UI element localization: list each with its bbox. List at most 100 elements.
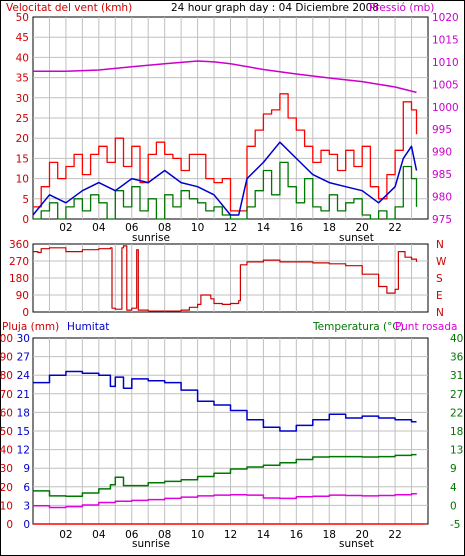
x-tick-label: 04 (92, 529, 106, 541)
rain-tick-label: 3 (23, 500, 30, 512)
wind-tick-label: 35 (16, 73, 29, 85)
humidity-temperature-panel: 1009080706050403020100 30272421181512963… (0, 333, 464, 550)
pressure-line (33, 60, 417, 94)
compass-tick-label: E (436, 290, 443, 302)
sunset-marker-bottom: sunset (339, 538, 374, 550)
humidity-tick-label: 0 (6, 519, 13, 531)
rain-tick-label: 0 (23, 519, 30, 531)
humidity-tick-label: 90 (0, 352, 13, 364)
temperature-tick-label: 9 (450, 463, 457, 475)
x-tick-label: 04 (92, 222, 106, 234)
sunset-marker-top: sunset (339, 232, 374, 244)
temperature-tick-label: 22 (450, 407, 463, 419)
wind-direction-line (33, 245, 418, 312)
dewpoint-line (33, 493, 418, 509)
pressure-tick-label: 1015 (432, 34, 459, 46)
humidity-tick-label: 30 (0, 463, 13, 475)
pressure-tick-label: 985 (432, 169, 452, 181)
wind-gust-line (33, 93, 418, 212)
compass-tick-label: S (436, 273, 443, 285)
temperature-tick-label: 40 (450, 333, 463, 345)
x-tick-label: 06 (125, 222, 139, 234)
direction-tick-label: 360 (9, 239, 29, 251)
wind-min-line (33, 161, 418, 220)
x-tick-label: 22 (388, 222, 401, 234)
rain-tick-label: 6 (23, 482, 30, 494)
pressure-tick-label: 975 (432, 214, 452, 226)
temperature-line (33, 453, 417, 498)
x-tick-label: 14 (257, 529, 271, 541)
temperature-tick-label: 0 (450, 500, 457, 512)
pressure-tick-label: 980 (432, 192, 452, 204)
temperature-tick-label: 31 (450, 370, 463, 382)
wind-axis-title: Velocitat del vent (kmh) (6, 2, 132, 14)
wind-tick-label: 50 (16, 12, 29, 24)
rain-tick-label: 15 (17, 426, 30, 438)
x-tick-label: 02 (59, 222, 72, 234)
rain-tick-label: 12 (17, 445, 30, 457)
wind-series (32, 60, 418, 220)
wind-tick-label: 10 (16, 174, 29, 186)
x-tick-label: 12 (224, 222, 237, 234)
humidity-series (33, 370, 425, 525)
wind-tick-label: 5 (22, 194, 29, 206)
direction-tick-label: 180 (9, 273, 29, 285)
x-tick-label: 02 (59, 529, 72, 541)
humidity-tick-label: 80 (0, 370, 13, 382)
direction-series (33, 245, 418, 312)
x-tick-label: 20 (355, 529, 368, 541)
pressure-tick-label: 990 (432, 147, 452, 159)
wind-tick-label: 30 (16, 93, 29, 105)
rain-tick-label: 9 (23, 463, 30, 475)
direction-gridlines (33, 244, 428, 312)
pressure-tick-label: 1000 (432, 102, 459, 114)
rain-tick-label: 21 (17, 389, 30, 401)
x-tick-label: 22 (388, 529, 401, 541)
compass-tick-label: N (436, 239, 444, 251)
humidity-axis-title: Humitat (67, 321, 109, 333)
x-tick-label: 10 (191, 529, 204, 541)
x-tick-label: 18 (323, 222, 336, 234)
pressure-axis-title: Pressió (mb) (369, 2, 434, 14)
humidity-tick-label: 60 (0, 407, 13, 419)
humidity-x-ticks: 02 04 06 08 10 12 14 16 18 20 22 (59, 529, 402, 541)
humidity-tick-label: 10 (0, 500, 13, 512)
pressure-tick-label: 995 (432, 124, 452, 136)
x-tick-label: 08 (158, 529, 171, 541)
compass-tick-label: N (436, 307, 444, 319)
humidity-tick-label: 40 (0, 445, 13, 457)
rain-tick-label: 18 (17, 407, 30, 419)
direction-left-ticks: 360 270 180 90 0 (9, 239, 29, 319)
x-tick-label: 16 (290, 529, 304, 541)
temperature-tick-label: -5 (450, 519, 460, 531)
sunrise-marker-bottom: sunrise (132, 538, 170, 550)
wind-tick-label: 20 (16, 133, 29, 145)
wind-tick-label: 25 (16, 113, 29, 125)
temperature-axis-title: Temperatura (°C) (312, 321, 404, 333)
dewpoint-axis-title: Punt rosada (395, 321, 457, 333)
pressure-tick-label: 1020 (432, 12, 459, 24)
x-tick-label: 18 (323, 529, 336, 541)
wind-tick-label: 45 (16, 32, 29, 44)
compass-tick-label: W (436, 256, 447, 268)
humidity-line (33, 370, 417, 432)
wind-tick-label: 40 (16, 52, 29, 64)
wind-tick-label: 15 (16, 153, 29, 165)
humidity-tick-label: 20 (0, 482, 13, 494)
temperature-tick-label: 27 (450, 389, 463, 401)
humidity-left-ticks: 1009080706050403020100 (0, 333, 13, 531)
pressure-tick-label: 1005 (432, 79, 459, 91)
temperature-tick-label: 36 (450, 352, 464, 364)
direction-tick-label: 90 (16, 290, 29, 302)
rain-tick-label: 27 (17, 352, 30, 364)
x-tick-label: 16 (290, 222, 304, 234)
pressure-tick-label: 1010 (432, 57, 459, 69)
rain-axis-title: Pluja (mm) (2, 321, 59, 333)
x-tick-label: 10 (191, 222, 204, 234)
humidity-tick-label: 50 (0, 426, 13, 438)
